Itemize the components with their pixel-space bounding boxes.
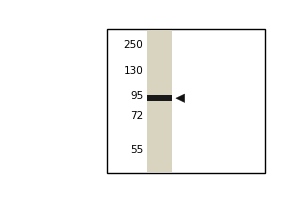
Text: 250: 250 bbox=[124, 40, 143, 50]
Bar bbox=[107, 29, 266, 173]
Text: 95: 95 bbox=[130, 91, 143, 101]
Bar bbox=[147, 95, 172, 101]
Text: 55: 55 bbox=[130, 145, 143, 155]
Text: 130: 130 bbox=[124, 66, 143, 76]
Text: 72: 72 bbox=[130, 111, 143, 121]
Polygon shape bbox=[176, 94, 185, 102]
Bar bbox=[147, 30, 172, 172]
